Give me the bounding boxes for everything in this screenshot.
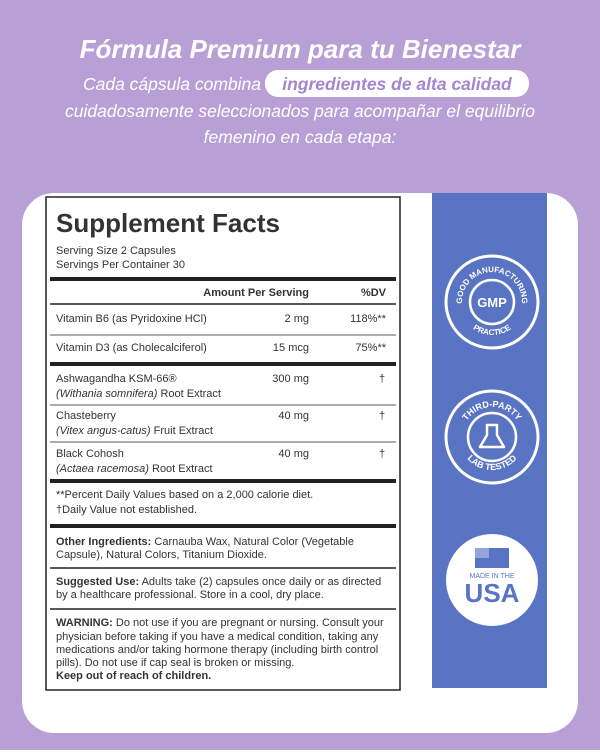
warning: medications and/or taking hormone therap…	[56, 644, 378, 656]
latin-name: (Withania somnifera)	[56, 388, 158, 400]
flag-canton	[475, 548, 489, 558]
other-ingredients: Other Ingredients: Carnauba Wax, Natural…	[56, 536, 354, 548]
servings: Servings Per Container 30	[56, 259, 185, 271]
daily-value: 118%**	[350, 313, 387, 325]
warning: pills). Do not use if cap seal is broken…	[56, 657, 294, 669]
badge-text: GMP	[477, 295, 507, 310]
daily-value: †	[379, 410, 385, 422]
subtitle: cuidadosamente seleccionados para acompa…	[65, 101, 535, 121]
rows: Vitamin B6 (as Pyridoxine HCl) 2 mg 118%**…	[50, 313, 396, 475]
footnote: †Daily Value not established.	[56, 504, 197, 516]
label: Other Ingredients:	[56, 536, 151, 548]
amount: 300 mg	[272, 373, 309, 385]
warning: WARNING: Do not use if you are pregnant …	[56, 617, 384, 629]
text: Adults take (2) capsules once daily or a…	[139, 576, 381, 588]
warning: physician before taking if you have a me…	[56, 631, 379, 643]
ingredient: Vitamin D3 (as Cholecalciferol)	[56, 342, 207, 354]
usa-badge: MADE IN THE USA	[446, 534, 538, 626]
extract: Fruit Extract	[151, 425, 213, 437]
latin-name: (Actaea racemosa)	[56, 463, 149, 475]
ingredient-detail: (Actaea racemosa) Root Extract	[56, 463, 213, 475]
text: Do not use if you are pregnant or nursin…	[113, 617, 384, 629]
warning: Keep out of reach of children.	[56, 670, 211, 682]
ingredient: Ashwagandha KSM-66®	[56, 373, 177, 385]
daily-value: †	[379, 448, 385, 460]
ingredient: Chasteberry	[56, 410, 116, 422]
badge-text: USA	[465, 578, 520, 608]
text: Carnauba Wax, Natural Color (Vegetable	[151, 536, 354, 548]
amount: 40 mg	[278, 410, 309, 422]
extract: Root Extract	[157, 388, 221, 400]
ingredient: Vitamin B6 (as Pyridoxine HCl)	[56, 313, 207, 325]
badge-text: MADE IN THE	[470, 573, 515, 580]
ingredient: Black Cohosh	[56, 448, 124, 460]
facts: Supplement Facts Serving Size 2 Capsules…	[50, 208, 396, 682]
label: Suggested Use:	[56, 576, 139, 588]
column-header: Amount Per Serving	[203, 287, 309, 299]
facts-title: Supplement Facts	[56, 208, 280, 238]
subtitle: Cada cápsula combina	[83, 74, 261, 94]
facts-box	[45, 196, 401, 691]
other-ingredients: Capsule), Natural Colors, Titanium Dioxi…	[56, 549, 267, 561]
gmp-badge: GOOD MANUFACTURING GMP PRACTICE	[444, 254, 540, 350]
label: WARNING:	[56, 617, 113, 629]
headline: Fórmula Premium para tu Bienestar	[80, 34, 523, 64]
daily-value: 75%**	[355, 342, 386, 354]
extract: Root Extract	[149, 463, 213, 475]
ring	[468, 278, 516, 326]
latin-name: (Vitex angus-catus)	[56, 425, 151, 437]
ring	[444, 389, 540, 485]
ingredient-detail: (Withania somnifera) Root Extract	[56, 388, 221, 400]
ring	[444, 254, 540, 350]
amount: 2 mg	[285, 313, 309, 325]
serving-size: Serving Size 2 Capsules	[56, 245, 176, 257]
subtitle: femenino en cada etapa:	[204, 127, 397, 147]
footnote: **Percent Daily Values based on a 2,000 …	[56, 489, 313, 501]
daily-value: †	[379, 373, 385, 385]
flask-icon	[478, 423, 506, 449]
ring	[466, 411, 518, 463]
highlight-pill	[265, 70, 529, 97]
disc	[446, 534, 538, 626]
badge-text: PRACTICE	[472, 323, 513, 337]
ingredient-detail: (Vitex angus-catus) Fruit Extract	[56, 425, 213, 437]
amount: 15 mcg	[273, 342, 309, 354]
column-header: %DV	[361, 287, 387, 299]
suggested-use: Suggested Use: Adults take (2) capsules …	[56, 576, 381, 588]
subtitle-highlight: ingredientes de alta calidad	[282, 74, 512, 94]
flag-icon	[475, 548, 509, 568]
suggested-use: by a healthcare professional. Store in a…	[56, 589, 324, 601]
amount: 40 mg	[278, 448, 309, 460]
arc-text: PRACTICE	[472, 323, 513, 337]
